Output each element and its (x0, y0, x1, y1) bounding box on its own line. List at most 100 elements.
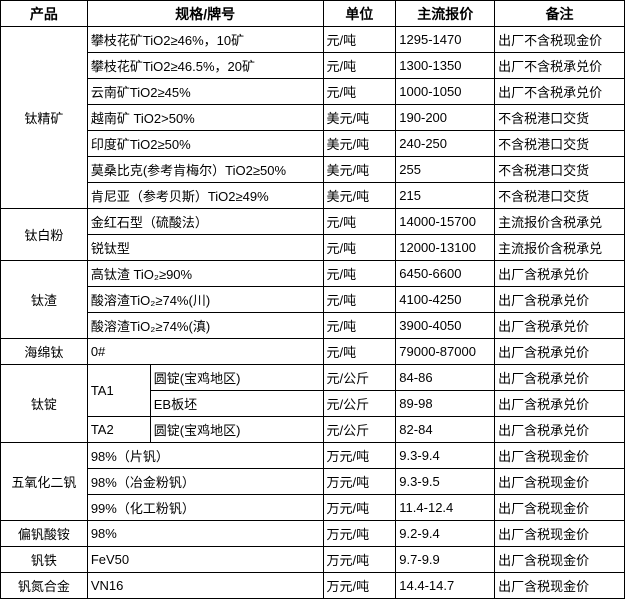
price-cell: 1300-1350 (395, 52, 496, 79)
table-row: 钛精矿 攀枝花矿TiO2≥46%，10矿 元/吨 1295-1470 出厂不含税现金价 (0, 26, 625, 209)
price-cell: 84-86 (395, 364, 496, 391)
table-row: 锐钛型 元/吨 12000-13100 主流报价含税承兑 (1, 234, 625, 261)
table-row: 钒氮合金 VN16 万元/吨 14.4-14.7 出厂含税现金价 (0, 572, 625, 599)
unit-cell: 元/吨 (322, 312, 397, 339)
header-price: 主流报价 (395, 0, 496, 27)
unit-cell: 美元/吨 (322, 104, 397, 131)
spec-cell: 越南矿 TiO2>50% (86, 104, 324, 131)
header-spec: 规格/牌号 (86, 0, 324, 27)
spec-cell: 高钛渣 TiO₂≥90% (86, 260, 324, 287)
table-row: 五氧化二钒 98%（片钒） 万元/吨 9.3-9.4 出厂含税现金价 (0, 442, 625, 521)
table-row: EB板坯 元/公斤 89-98 出厂含税承兑价 (1, 390, 625, 417)
product-cell: 偏钒酸铵 (0, 520, 88, 547)
unit-cell: 万元/吨 (322, 572, 397, 599)
price-cell: 255 (395, 156, 496, 183)
note-cell: 出厂含税现金价 (494, 546, 625, 573)
spec-cell: 酸溶渣TiO₂≥74%(川) (86, 286, 324, 313)
table-row: TA2 圆锭(宝鸡地区) 元/公斤 82-84 出厂含税承兑价 (1, 416, 625, 443)
note-cell: 出厂不含税现金价 (494, 26, 625, 53)
unit-cell: 元/吨 (322, 26, 397, 53)
product-cell: 海绵钛 (0, 338, 88, 365)
spec-cell: 98%（片钒） (86, 442, 324, 469)
unit-cell: 万元/吨 (322, 494, 397, 521)
table-row: 钒铁 FeV50 万元/吨 9.7-9.9 出厂含税现金价 (0, 546, 625, 573)
note-cell: 出厂含税承兑价 (494, 390, 625, 417)
spec-cell: 98%（冶金粉钒） (86, 468, 324, 495)
note-cell: 出厂含税现金价 (494, 572, 625, 599)
table-row: 钛渣 高钛渣 TiO₂≥90% 元/吨 6450-6600 出厂含税承兑价 (0, 260, 625, 339)
table-row: 云南矿TiO2≥45% 元/吨 1000-1050 出厂不含税承兑价 (1, 78, 625, 105)
note-cell: 主流报价含税承兑 (494, 208, 625, 235)
price-cell: 79000-87000 (395, 338, 496, 365)
table-row: 酸溶渣TiO₂≥74%(川) 元/吨 4100-4250 出厂含税承兑价 (1, 286, 625, 313)
product-cell: 钛白粉 (0, 208, 88, 261)
unit-cell: 美元/吨 (322, 130, 397, 157)
price-cell: 1295-1470 (395, 26, 496, 53)
note-cell: 出厂含税现金价 (494, 442, 625, 469)
spec-cell: 锐钛型 (86, 234, 324, 261)
note-cell: 出厂含税现金价 (494, 468, 625, 495)
price-cell: 215 (395, 182, 496, 209)
note-cell: 出厂含税承兑价 (494, 416, 625, 443)
header-product: 产品 (0, 0, 88, 27)
unit-cell: 元/吨 (322, 338, 397, 365)
price-cell: 9.3-9.4 (395, 442, 496, 469)
note-cell: 不含税港口交货 (494, 130, 625, 157)
note-cell: 出厂含税承兑价 (494, 260, 625, 287)
price-cell: 11.4-12.4 (395, 494, 496, 521)
product-cell: 钛精矿 (0, 26, 88, 209)
unit-cell: 元/吨 (322, 208, 397, 235)
price-cell: 89-98 (395, 390, 496, 417)
spec-cell: EB板坯 (149, 390, 324, 417)
price-cell: 4100-4250 (395, 286, 496, 313)
product-cell: 钒铁 (0, 546, 88, 573)
unit-cell: 美元/吨 (322, 182, 397, 209)
table-row: 攀枝花矿TiO2≥46.5%，20矿 元/吨 1300-1350 出厂不含税承兑价 (1, 52, 625, 79)
note-cell: 不含税港口交货 (494, 156, 625, 183)
table-row: 肯尼亚（参考贝斯）TiO2≥49% 美元/吨 215 不含税港口交货 (1, 182, 625, 209)
spec-cell: 云南矿TiO2≥45% (86, 78, 324, 105)
price-cell: 14000-15700 (395, 208, 496, 235)
table-row: 钛白粉 金红石型（硫酸法） 元/吨 14000-15700 主流报价含税承兑 (0, 208, 625, 261)
price-cell: 82-84 (395, 416, 496, 443)
price-cell: 3900-4050 (395, 312, 496, 339)
spec-cell: 金红石型（硫酸法） (86, 208, 324, 235)
spec-cell: 酸溶渣TiO₂≥74%(滇) (86, 312, 324, 339)
table-row: 偏钒酸铵 98% 万元/吨 9.2-9.4 出厂含税现金价 (0, 520, 625, 547)
note-cell: 出厂含税承兑价 (494, 364, 625, 391)
unit-cell: 元/吨 (322, 286, 397, 313)
note-cell: 不含税港口交货 (494, 104, 625, 131)
unit-cell: 美元/吨 (322, 156, 397, 183)
header-note: 备注 (494, 0, 625, 27)
price-cell: 6450-6600 (395, 260, 496, 287)
unit-cell: 元/吨 (322, 78, 397, 105)
spec-cell: 0# (86, 338, 324, 365)
table-row: 98%（冶金粉钒） 万元/吨 9.3-9.5 出厂含税现金价 (1, 468, 625, 495)
unit-cell: 元/吨 (322, 234, 397, 261)
product-cell: 钒氮合金 (0, 572, 88, 599)
note-cell: 出厂不含税承兑价 (494, 78, 625, 105)
spec-cell: 肯尼亚（参考贝斯）TiO2≥49% (86, 182, 324, 209)
spec-cell: 攀枝花矿TiO2≥46.5%，20矿 (86, 52, 324, 79)
table-row: 99%（化工粉钒） 万元/吨 11.4-12.4 出厂含税现金价 (1, 494, 625, 521)
spec-cell: 攀枝花矿TiO2≥46%，10矿 (86, 26, 324, 53)
spec-cell: 莫桑比克(参考肯梅尔）TiO2≥50% (86, 156, 324, 183)
unit-cell: 元/公斤 (322, 390, 397, 417)
grade-cell: TA2 (86, 416, 151, 443)
spec-cell: 99%（化工粉钒） (86, 494, 324, 521)
price-cell: 9.7-9.9 (395, 546, 496, 573)
note-cell: 出厂含税承兑价 (494, 312, 625, 339)
table-row: 莫桑比克(参考肯梅尔）TiO2≥50% 美元/吨 255 不含税港口交货 (1, 156, 625, 183)
product-cell: 五氧化二钒 (0, 442, 88, 521)
price-cell: 1000-1050 (395, 78, 496, 105)
product-cell: 钛渣 (0, 260, 88, 339)
table-row: 印度矿TiO2≥50% 美元/吨 240-250 不含税港口交货 (1, 130, 625, 157)
note-cell: 出厂含税现金价 (494, 494, 625, 521)
table-row: 海绵钛 0# 元/吨 79000-87000 出厂含税承兑价 (0, 338, 625, 365)
price-cell: 240-250 (395, 130, 496, 157)
price-cell: 9.2-9.4 (395, 520, 496, 547)
price-cell: 9.3-9.5 (395, 468, 496, 495)
table-row: 钛锭 TA1 圆锭(宝鸡地区) 元/公斤 84-86 出厂含税承兑价 (0, 364, 625, 443)
unit-cell: 万元/吨 (322, 546, 397, 573)
